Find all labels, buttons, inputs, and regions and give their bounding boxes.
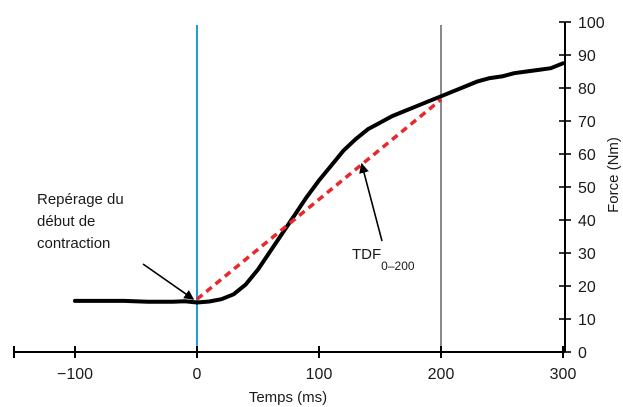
x-tick-label: 300 — [550, 366, 577, 383]
x-tick-label: 100 — [306, 366, 333, 383]
y-tick-label: 30 — [578, 246, 596, 263]
onset-annotation-line: contraction — [37, 235, 110, 252]
y-axis: 0 10 20 30 40 50 60 70 80 90 100 — [559, 15, 605, 362]
y-tick-label: 40 — [578, 213, 596, 230]
series-layer — [73, 61, 565, 305]
y-tick-label: 70 — [578, 114, 596, 131]
x-tick-label: −100 — [57, 366, 93, 383]
rfd-subscript: 0–200 — [381, 259, 415, 273]
x-axis-title: Temps (ms) — [249, 389, 327, 406]
rfd-label: TDF — [352, 246, 381, 263]
rfd-annotation-text: TDF0–200 — [352, 246, 415, 273]
annotations: Repérage du début de contraction TDF0–200 — [37, 162, 415, 300]
x-tick-label: 0 — [193, 366, 202, 383]
force-curve — [73, 61, 565, 305]
y-tick-label: 90 — [578, 48, 596, 65]
x-axis: −100 0 100 200 300 — [13, 346, 577, 383]
onset-annotation-line: début de — [37, 213, 95, 230]
y-tick-label: 0 — [578, 345, 587, 362]
y-tick-label: 80 — [578, 81, 596, 98]
y-tick-label: 10 — [578, 312, 596, 329]
marker-lines — [196, 25, 442, 352]
rfd-dashed-line — [195, 98, 443, 301]
x-tick-label: 200 — [428, 366, 455, 383]
rfd-arrow — [359, 162, 383, 242]
onset-arrow — [142, 263, 195, 300]
y-tick-label: 50 — [578, 180, 596, 197]
y-tick-label: 60 — [578, 147, 596, 164]
y-tick-label: 20 — [578, 279, 596, 296]
y-tick-label: 100 — [578, 15, 605, 32]
onset-annotation-text: Repérage du début de contraction — [37, 191, 124, 252]
onset-annotation-line: Repérage du — [37, 191, 124, 208]
y-axis-title: Force (Nm) — [605, 137, 622, 213]
